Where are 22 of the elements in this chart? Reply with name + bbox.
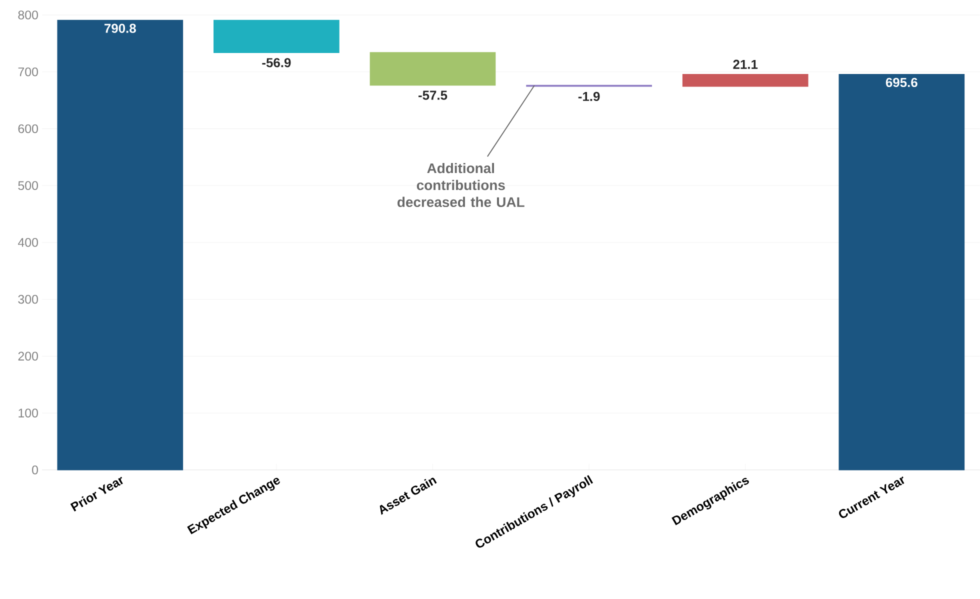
data-label: -56.9: [262, 58, 291, 68]
bar: [370, 52, 496, 86]
y-tick-label: 600: [18, 124, 38, 134]
annotation: Additional contributions decreased the UAL: [398, 163, 524, 208]
bar: [682, 74, 808, 87]
y-tick-label: 400: [18, 238, 38, 247]
data-label: 21.1: [733, 60, 758, 69]
y-tick-label: 100: [18, 408, 38, 418]
bar: [214, 20, 340, 54]
y-tick-label: 200: [18, 352, 38, 361]
data-label: 695.6: [886, 78, 918, 88]
data-label: -57.5: [418, 90, 448, 100]
y-tick-label: 700: [18, 68, 38, 76]
data-label: 790.8: [104, 24, 136, 33]
bar: [57, 20, 184, 470]
x-tick-label: Prior Year: [70, 476, 123, 512]
y-tick-label: 500: [18, 181, 38, 190]
bar: [838, 74, 965, 470]
y-tick-label: 300: [18, 294, 38, 304]
y-tick-label: 0: [32, 466, 38, 474]
y-tick-label: 800: [18, 10, 38, 20]
data-label: -1.9: [578, 92, 600, 102]
